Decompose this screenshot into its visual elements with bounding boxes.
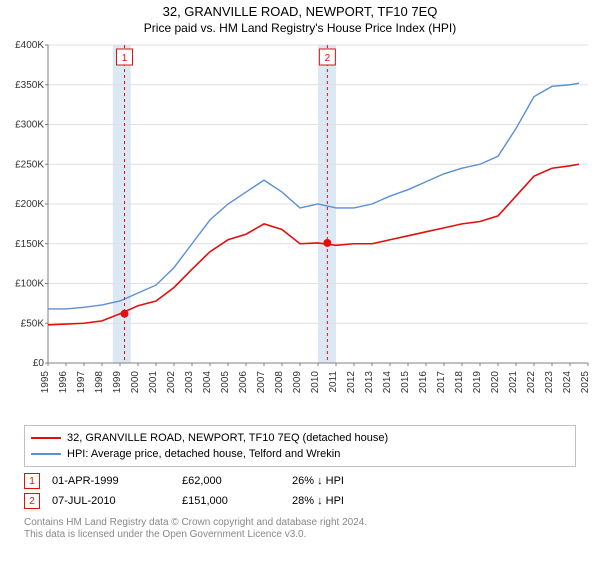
transaction-delta: 28% ↓ HPI — [292, 495, 412, 507]
transactions-table: 1 01-APR-1999 £62,000 26% ↓ HPI 2 07-JUL… — [24, 471, 576, 511]
svg-text:2000: 2000 — [130, 371, 141, 394]
svg-text:2025: 2025 — [580, 371, 591, 394]
svg-text:2010: 2010 — [310, 371, 321, 394]
transaction-delta: 26% ↓ HPI — [292, 475, 412, 487]
svg-text:2005: 2005 — [220, 371, 231, 394]
svg-text:2015: 2015 — [400, 371, 411, 394]
svg-text:£200K: £200K — [15, 199, 44, 210]
table-row: 2 07-JUL-2010 £151,000 28% ↓ HPI — [24, 491, 576, 511]
svg-text:2004: 2004 — [202, 371, 213, 394]
svg-text:£250K: £250K — [15, 159, 44, 170]
svg-text:£400K: £400K — [15, 40, 44, 51]
transaction-price: £62,000 — [182, 475, 292, 487]
svg-text:2013: 2013 — [364, 371, 375, 394]
svg-text:2008: 2008 — [274, 371, 285, 394]
svg-text:2023: 2023 — [544, 371, 555, 394]
svg-text:2011: 2011 — [328, 371, 339, 393]
svg-text:2003: 2003 — [184, 371, 195, 394]
svg-text:£100K: £100K — [15, 279, 44, 290]
svg-text:2007: 2007 — [256, 371, 267, 394]
svg-text:2006: 2006 — [238, 371, 249, 394]
svg-text:2001: 2001 — [148, 371, 159, 394]
svg-text:1: 1 — [122, 53, 128, 64]
svg-text:2014: 2014 — [382, 371, 393, 394]
page-title: 32, GRANVILLE ROAD, NEWPORT, TF10 7EQ — [0, 4, 600, 19]
svg-text:2024: 2024 — [562, 371, 573, 394]
svg-text:2002: 2002 — [166, 371, 177, 394]
svg-text:£0: £0 — [33, 358, 45, 369]
legend-swatch-hpi — [31, 453, 61, 455]
transaction-date: 07-JUL-2010 — [52, 495, 182, 507]
svg-text:2016: 2016 — [418, 371, 429, 394]
svg-text:1995: 1995 — [40, 371, 51, 394]
transaction-price: £151,000 — [182, 495, 292, 507]
svg-text:2018: 2018 — [454, 371, 465, 394]
svg-text:2009: 2009 — [292, 371, 303, 394]
transaction-marker-2: 2 — [24, 493, 40, 509]
svg-text:£300K: £300K — [15, 120, 44, 131]
svg-text:2019: 2019 — [472, 371, 483, 394]
svg-text:2017: 2017 — [436, 371, 447, 394]
svg-text:2022: 2022 — [526, 371, 537, 394]
legend: 32, GRANVILLE ROAD, NEWPORT, TF10 7EQ (d… — [24, 425, 576, 467]
legend-swatch-property — [31, 437, 61, 439]
legend-label-property: 32, GRANVILLE ROAD, NEWPORT, TF10 7EQ (d… — [67, 432, 388, 444]
table-row: 1 01-APR-1999 £62,000 26% ↓ HPI — [24, 471, 576, 491]
svg-text:1999: 1999 — [112, 371, 123, 394]
transaction-date: 01-APR-1999 — [52, 475, 182, 487]
price-chart: £0 £50K £100K £150K £200K £250K £300K £350K £400… — [0, 39, 600, 419]
svg-text:£150K: £150K — [15, 239, 44, 250]
svg-text:£50K: £50K — [21, 318, 45, 329]
svg-text:2012: 2012 — [346, 371, 357, 394]
svg-text:2020: 2020 — [490, 371, 501, 394]
svg-text:2021: 2021 — [508, 371, 519, 394]
svg-text:1996: 1996 — [58, 371, 69, 394]
svg-text:2: 2 — [325, 53, 331, 64]
legend-label-hpi: HPI: Average price, detached house, Telf… — [67, 448, 340, 460]
svg-text:1998: 1998 — [94, 371, 105, 394]
svg-text:1997: 1997 — [76, 371, 87, 394]
transaction-marker-1: 1 — [24, 473, 40, 489]
credit-text: Contains HM Land Registry data © Crown c… — [24, 517, 576, 541]
page-subtitle: Price paid vs. HM Land Registry's House … — [0, 21, 600, 35]
svg-text:£350K: £350K — [15, 80, 44, 91]
